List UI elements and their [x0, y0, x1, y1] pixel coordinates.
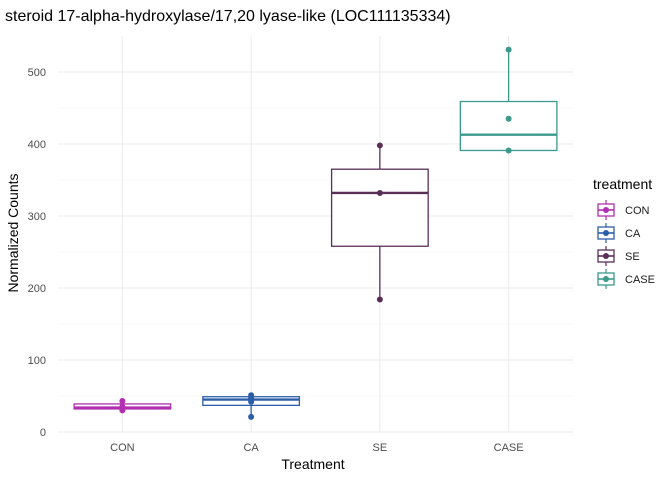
legend-label: CON	[625, 205, 650, 217]
box-body	[330, 168, 429, 247]
grid	[58, 36, 573, 433]
y-axis: 0 100 200 300 400 500	[28, 67, 46, 439]
box-case	[459, 46, 558, 154]
y-tick-label: 500	[28, 67, 46, 79]
data-point	[248, 413, 255, 420]
box-se	[330, 142, 429, 303]
legend-title: treatment	[593, 176, 652, 192]
legend-key-point	[603, 207, 609, 213]
chart-title: steroid 17-alpha-hydroxylase/17,20 lyase…	[5, 8, 451, 25]
box-body	[459, 100, 558, 152]
y-axis-title: Normalized Counts	[5, 173, 21, 292]
legend-label: SE	[625, 251, 640, 263]
legend-key-point	[603, 276, 609, 282]
data-point	[505, 147, 512, 154]
data-point	[119, 398, 126, 405]
legend-item-con: CON	[597, 200, 650, 220]
legend-key-point	[603, 253, 609, 259]
legend-item-ca: CA	[597, 223, 641, 243]
y-tick-label: 200	[28, 283, 46, 295]
data-point	[248, 392, 255, 399]
box-ca	[202, 392, 301, 420]
data-point	[376, 296, 383, 303]
y-tick-label: 0	[40, 427, 46, 439]
data-point	[376, 189, 383, 196]
legend-item-se: SE	[597, 246, 640, 266]
x-axis-title: Treatment	[281, 456, 344, 472]
x-tick-label: SE	[373, 442, 388, 454]
legend-key-point	[603, 230, 609, 236]
x-axis: CON CA SE CASE	[110, 442, 523, 454]
plot-area	[73, 46, 558, 420]
y-tick-label: 300	[28, 211, 46, 223]
y-tick-label: 400	[28, 139, 46, 151]
data-point	[376, 142, 383, 149]
legend-item-case: CASE	[597, 269, 655, 289]
box-con	[73, 398, 172, 414]
data-point	[505, 46, 512, 53]
data-point	[119, 403, 126, 410]
x-tick-label: CASE	[494, 442, 524, 454]
y-tick-label: 100	[28, 355, 46, 367]
legend-label: CASE	[625, 274, 655, 286]
x-tick-label: CA	[243, 442, 259, 454]
x-tick-label: CON	[110, 442, 135, 454]
legend-label: CA	[625, 228, 641, 240]
data-point	[505, 115, 512, 122]
